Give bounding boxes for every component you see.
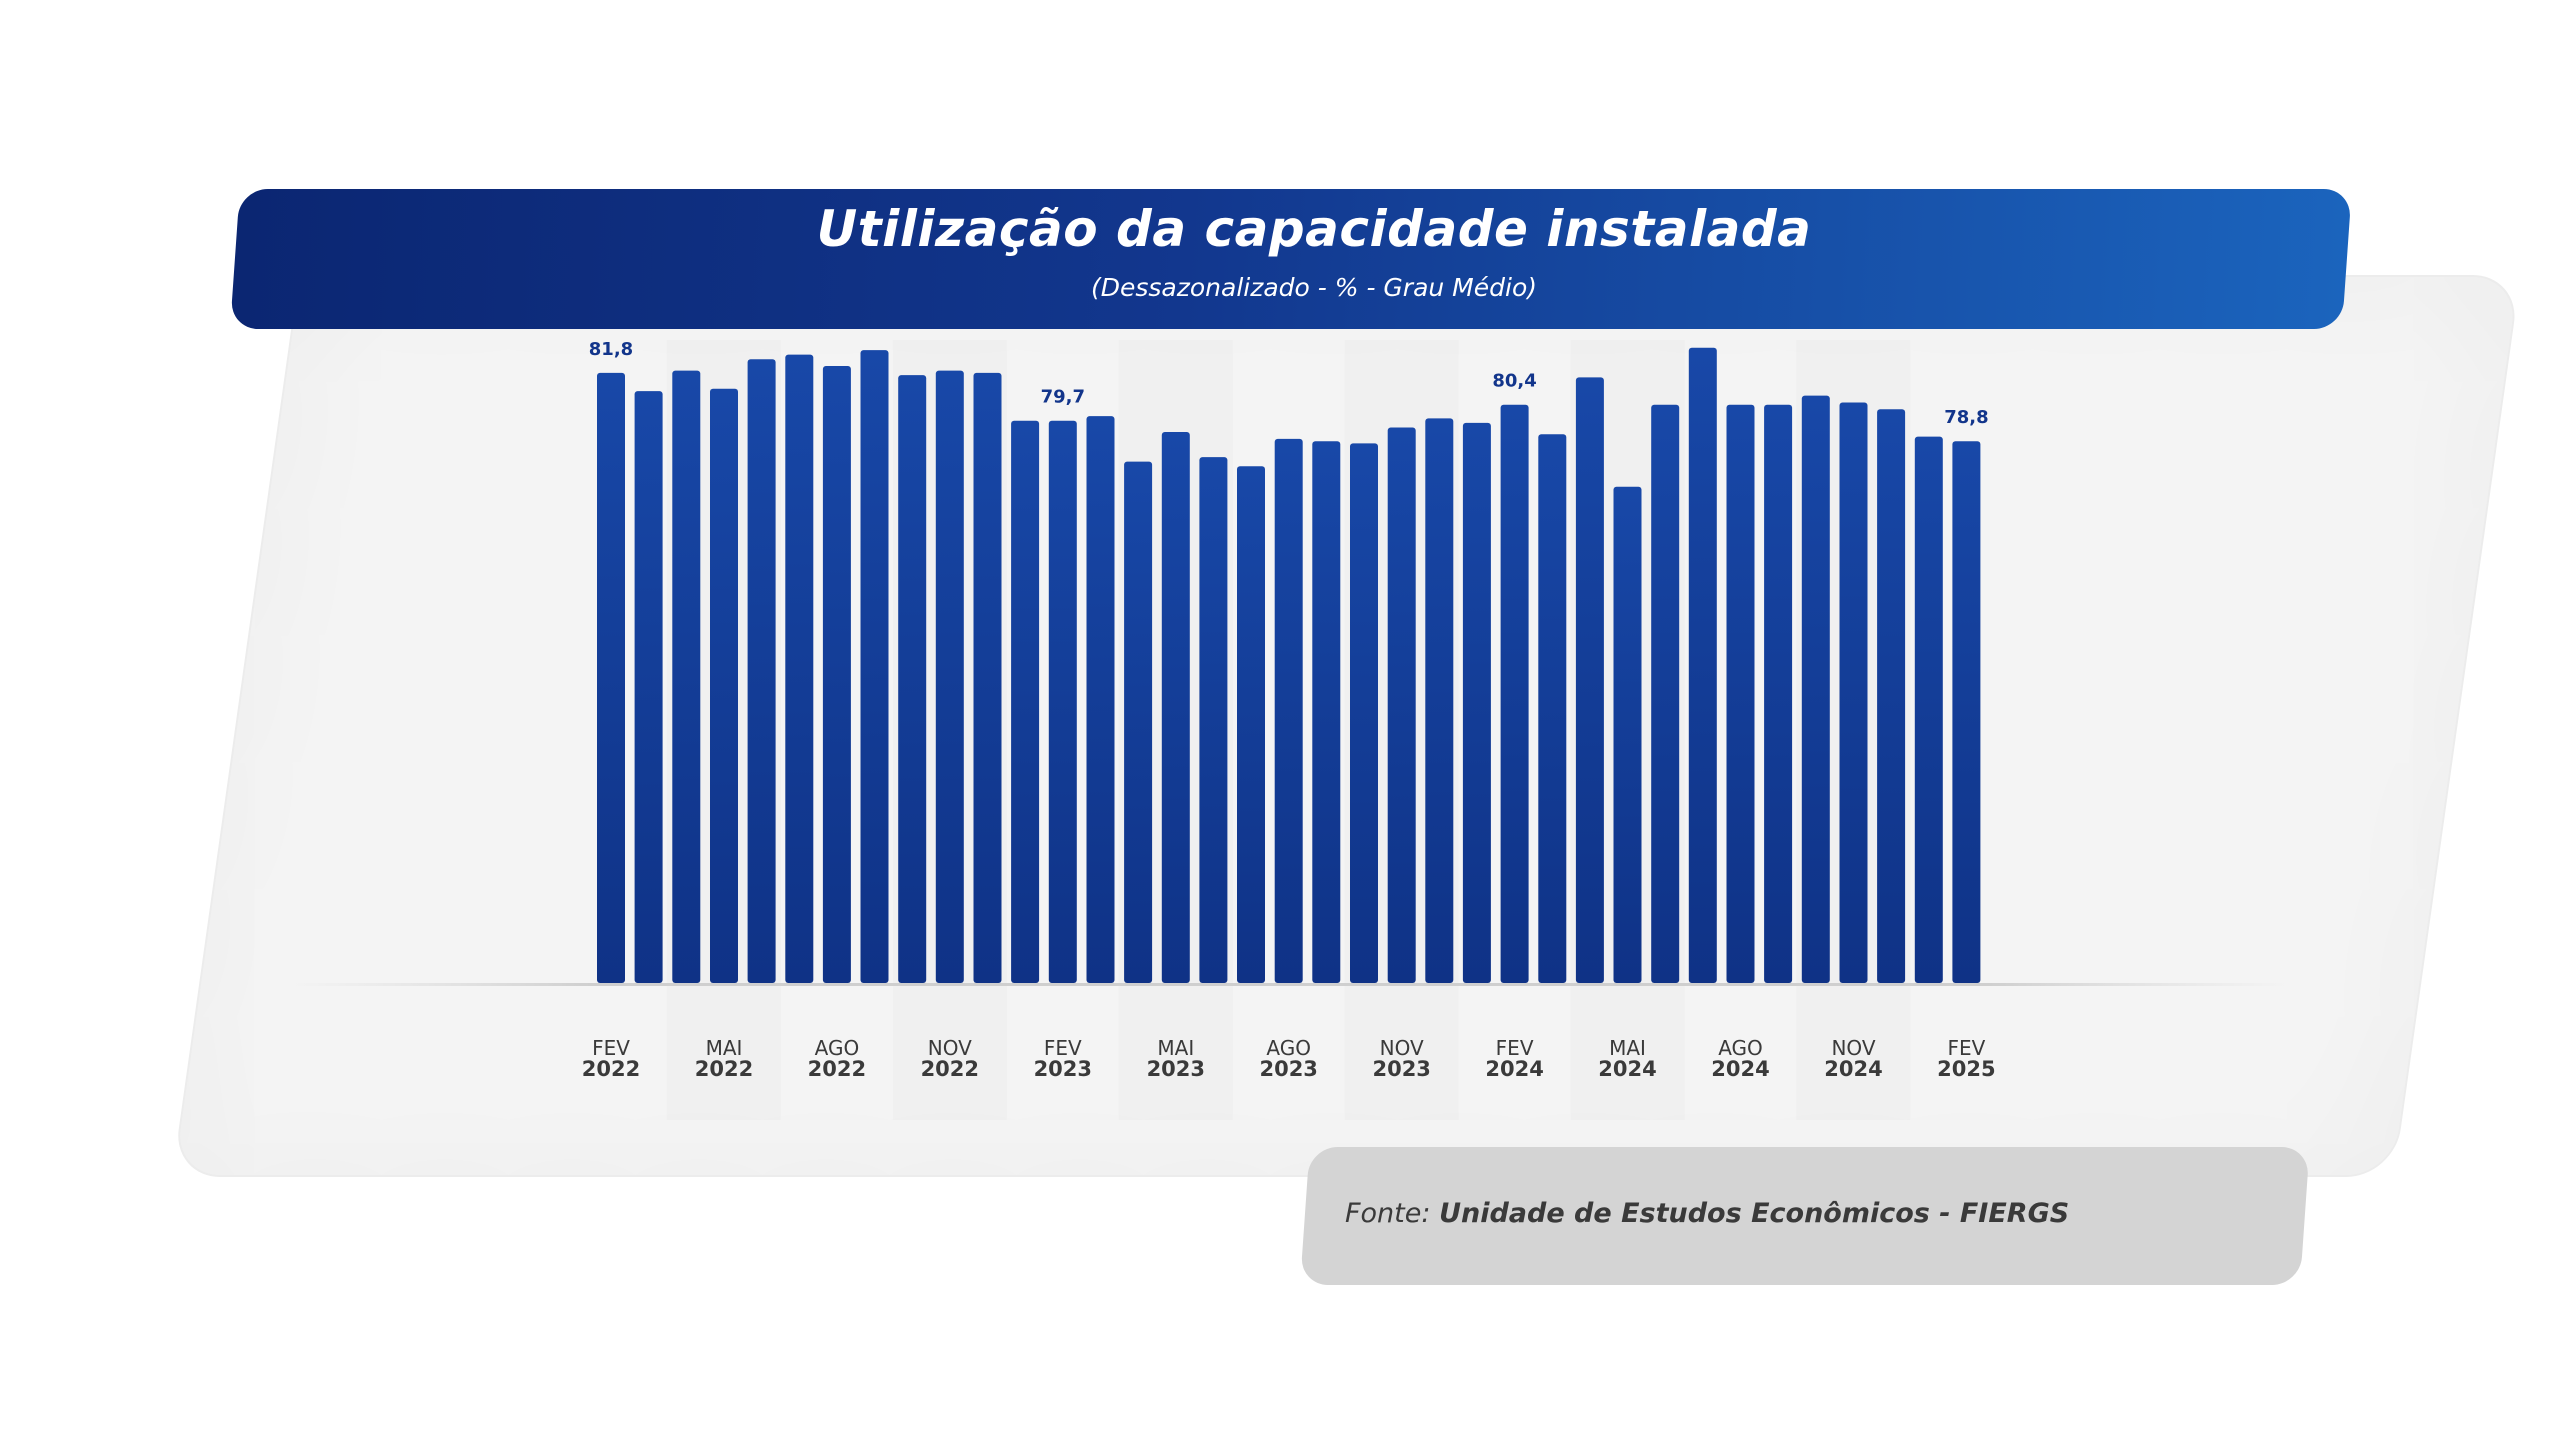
bar — [1387, 427, 1416, 983]
bar — [634, 391, 663, 984]
tick-label-month: NOV — [1380, 1036, 1424, 1060]
bar — [822, 366, 851, 983]
tick-label-month: FEV — [1496, 1036, 1534, 1060]
chart-subtitle: (Dessazonalizado - % - Grau Médio) — [1091, 273, 1537, 302]
bar — [1086, 416, 1115, 984]
bars — [597, 347, 1981, 984]
bar — [1801, 395, 1830, 984]
bar — [1462, 422, 1491, 983]
bar — [1500, 404, 1529, 983]
bar — [898, 375, 927, 984]
bar — [1914, 436, 1943, 984]
bar — [1048, 420, 1077, 983]
tick-label-month: MAI — [1157, 1036, 1194, 1060]
bar — [1274, 438, 1303, 983]
bar — [1161, 432, 1190, 983]
tick-label-year: 2024 — [1485, 1057, 1543, 1081]
bar — [747, 359, 776, 983]
x-axis-ticks: FEV2022MAI2022AGO2022NOV2022FEV2023MAI20… — [582, 1036, 1996, 1081]
tick-label-month: NOV — [1831, 1036, 1875, 1060]
baseline — [290, 983, 2290, 986]
tick-label-month: AGO — [1718, 1036, 1763, 1060]
tick-label-month: FEV — [1044, 1036, 1082, 1060]
bar — [1124, 461, 1153, 984]
tick-label-month: AGO — [1266, 1036, 1311, 1060]
bar — [860, 350, 889, 984]
bar — [1538, 434, 1567, 983]
bar — [1839, 402, 1868, 983]
tick-label-year: 2023 — [1372, 1057, 1430, 1081]
bar — [1613, 486, 1642, 983]
bar — [1688, 347, 1717, 983]
tick-label-year: 2022 — [921, 1057, 979, 1081]
tick-label-month: FEV — [592, 1036, 630, 1060]
source-text: Fonte: Unidade de Estudos Econômicos - F… — [1345, 1198, 2069, 1229]
bar — [672, 370, 701, 984]
source-name: Unidade de Estudos Econômicos - FIERGS — [1439, 1198, 2070, 1229]
tick-label-month: AGO — [815, 1036, 860, 1060]
bar — [785, 354, 814, 984]
bar — [1764, 404, 1793, 983]
data-label: 80,4 — [1492, 371, 1536, 392]
bar — [1575, 377, 1604, 983]
tick-label-year: 2024 — [1598, 1057, 1656, 1081]
tick-label-year: 2024 — [1824, 1057, 1882, 1081]
bar — [1726, 404, 1755, 983]
bar — [1952, 441, 1981, 983]
tick-label-year: 2024 — [1711, 1057, 1769, 1081]
tick-label-year: 2022 — [808, 1057, 866, 1081]
bar — [1199, 457, 1228, 984]
tick-label-year: 2023 — [1147, 1057, 1205, 1081]
data-label: 78,8 — [1944, 407, 1988, 428]
data-label: 81,8 — [589, 339, 633, 360]
bar — [1312, 441, 1341, 983]
bar — [1425, 418, 1454, 983]
tick-label-month: FEV — [1947, 1036, 1985, 1060]
tick-label-year: 2023 — [1259, 1057, 1317, 1081]
bar — [1877, 409, 1906, 983]
tick-label-month: MAI — [706, 1036, 743, 1060]
data-labels: 81,8 79,7 80,4 78,8 — [589, 339, 1989, 428]
bar — [973, 372, 1002, 983]
tick-label-month: MAI — [1609, 1036, 1646, 1060]
tick-label-year: 2022 — [695, 1057, 753, 1081]
bar — [935, 370, 964, 984]
bar — [1011, 420, 1040, 983]
data-label: 79,7 — [1041, 387, 1085, 408]
chart-title: Utilização da capacidade instalada — [816, 200, 1812, 258]
tick-label-year: 2025 — [1937, 1057, 1995, 1081]
bar — [597, 372, 625, 983]
bar — [710, 388, 738, 983]
tick-label-year: 2023 — [1034, 1057, 1092, 1081]
tick-label-year: 2022 — [582, 1057, 640, 1081]
tick-label-month: NOV — [928, 1036, 972, 1060]
bar — [1237, 466, 1265, 983]
source-prefix: Fonte: — [1345, 1198, 1431, 1229]
bar — [1350, 443, 1378, 983]
bar — [1651, 404, 1680, 983]
